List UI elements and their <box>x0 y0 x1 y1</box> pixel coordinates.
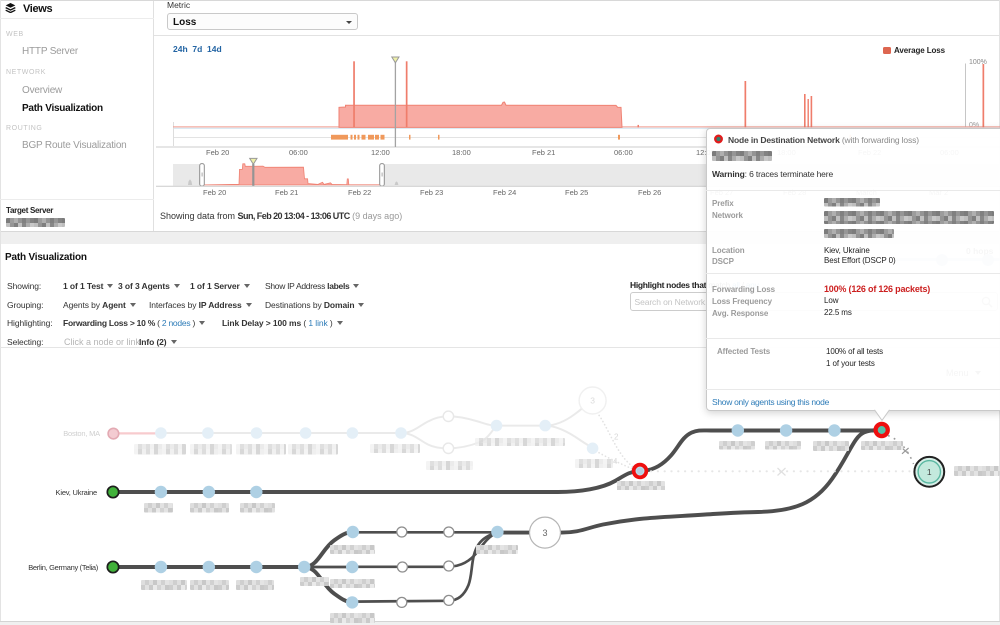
svg-text:4: 4 <box>613 457 618 466</box>
svg-text:2: 2 <box>614 433 619 442</box>
svg-text:3: 3 <box>590 396 595 406</box>
svg-text:3: 3 <box>542 528 547 538</box>
svg-text:1: 1 <box>927 467 932 477</box>
